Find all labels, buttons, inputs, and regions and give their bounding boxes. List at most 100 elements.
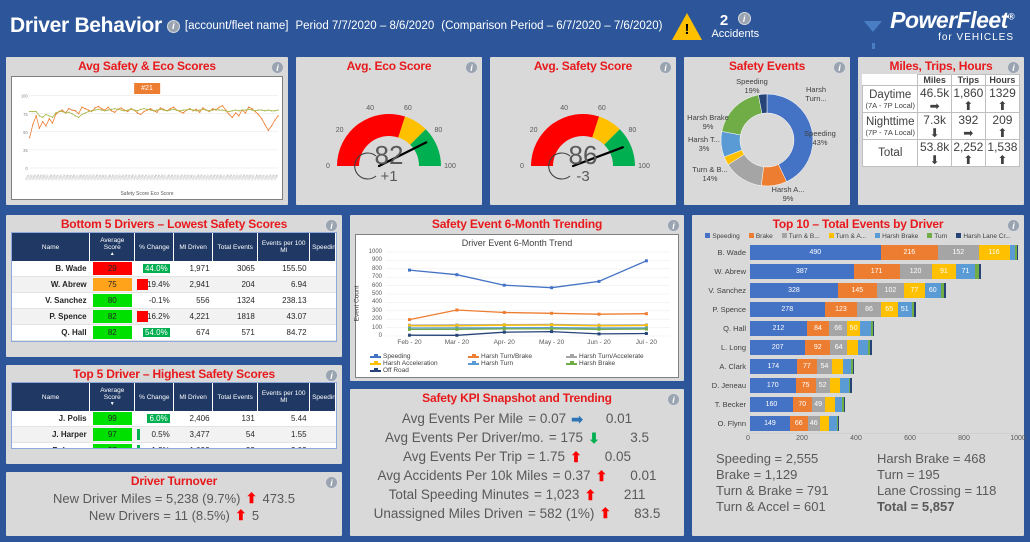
info-icon-title[interactable]: i (166, 19, 180, 33)
bar-segment (829, 378, 841, 393)
legend-item[interactable]: Turn & A... (828, 233, 866, 240)
svg-text:7/07: 7/07 (161, 174, 167, 182)
mth-row-label: Nighttime (7P - 7A Local) (861, 112, 919, 140)
col-header[interactable]: Speeding (309, 233, 336, 261)
legend-item[interactable]: Harsh Acceleration (370, 360, 468, 367)
legend-item[interactable]: Harsh Lane Cr... (956, 233, 1011, 240)
bar-segment: 120 (899, 264, 932, 279)
info-icon-events[interactable]: i (833, 61, 846, 74)
legend-item[interactable]: Harsh Turn/Brake (468, 353, 566, 360)
table-row[interactable]: B. Wade 29 44.0% 1,971 3065 155.50 (12, 261, 336, 277)
col-header[interactable]: Total Events (212, 233, 259, 261)
svg-text:75: 75 (23, 112, 28, 117)
driver-pct-change: 0.5% (134, 426, 174, 443)
legend-item[interactable]: Harsh Brake (566, 360, 664, 367)
svg-text:7/07: 7/07 (250, 174, 256, 182)
legend-item[interactable]: Speeding (705, 233, 740, 240)
mth-miles: 46.5k ➡ (917, 85, 952, 113)
svg-text:7/06: 7/06 (41, 174, 47, 182)
legend-item[interactable]: Speeding (370, 353, 468, 360)
info-icon-mth[interactable]: i (1007, 61, 1020, 74)
info-icon-turnover[interactable]: i (325, 476, 338, 489)
bar-segment (842, 397, 845, 412)
col-header[interactable]: Average Score ▼ (89, 383, 136, 411)
panel-title: Top 10 – Total Events by Driver (772, 217, 944, 231)
mth-hours: 209 ⬆ (984, 112, 1021, 140)
legend-label: Harsh Turn/Brake (481, 353, 532, 360)
bar-segment (819, 416, 830, 431)
col-header[interactable]: Name (12, 233, 91, 261)
svg-text:7/05: 7/05 (155, 174, 161, 182)
col-header[interactable]: Speeding (309, 383, 336, 411)
info-icon-bottom5[interactable]: i (325, 219, 338, 232)
donut-slice-label: Speeding 43% (804, 129, 836, 147)
table-row[interactable]: P. Spence 82 -16.2% 4,221 1818 43.07 (12, 308, 336, 325)
bar-segment: 171 (853, 264, 900, 279)
eco-gauge: 0 20 40 60 80 100 82 +1 (296, 74, 482, 202)
bar-row: P. Spence 278 123 86 65 51 (698, 300, 1018, 319)
table-row[interactable]: J. Harper 97 0.5% 3,477 54 1.55 (12, 426, 336, 443)
donut-slice-label: Harsh Turn... (805, 85, 827, 103)
bottom5-table-wrap: Name Average Score ▲% Change Ml Driven Total… (11, 232, 337, 342)
legend-item[interactable]: Harsh Brake (875, 233, 918, 240)
kpi-delta: 3.5 (630, 430, 649, 446)
col-header[interactable]: % Change (134, 383, 175, 411)
legend-item[interactable]: Harsh Turn (468, 360, 566, 367)
panel-safety-event-trending: Safety Event 6-Month Trending i Driver E… (348, 213, 686, 383)
svg-text:20: 20 (336, 127, 344, 134)
info-icon-safety[interactable]: i (659, 61, 672, 74)
funnel-icon[interactable] (864, 20, 883, 49)
info-icon-accidents[interactable]: i (737, 12, 751, 25)
driver-speeding (309, 261, 336, 277)
mth-hours: 1,538 ⬆ (984, 139, 1021, 167)
driver-name: Q. Hall (12, 324, 90, 341)
legend-item[interactable]: Turn (927, 233, 947, 240)
table-row[interactable]: W. Abrew 75 -19.4% 2,941 204 6.94 (12, 276, 336, 293)
panel-title: Miles, Trips, Hours (889, 59, 993, 73)
driver-score: 75 (89, 276, 135, 293)
trend-y-tick: 1000 (368, 249, 382, 255)
mth-col-header: Trips (950, 74, 986, 86)
legend-label: Harsh Acceleration (383, 360, 438, 367)
table-row[interactable]: V. Sanchez 80 -0.1% 556 1324 238.13 (12, 292, 336, 309)
svg-text:7/03: 7/03 (90, 174, 96, 182)
svg-text:40: 40 (560, 105, 568, 112)
info-icon-top5[interactable]: i (325, 369, 338, 382)
bar-segment: 123 (824, 302, 858, 317)
col-header[interactable]: % Change (134, 233, 175, 261)
kpi-trend-arrow-icon: ⬆ (599, 505, 612, 522)
table-row[interactable]: B. Logan 97 1.3% 1,092 33 3.02 (12, 442, 336, 448)
col-header[interactable]: Average Score ▲ (89, 233, 136, 261)
info-icon-top10[interactable]: i (1007, 219, 1020, 232)
col-header[interactable]: Events per 100 Ml (257, 383, 311, 411)
panel-bottom-5-drivers: Bottom 5 Drivers – Lowest Safety Scores … (4, 213, 344, 359)
col-header[interactable]: Ml Driven (173, 383, 214, 411)
col-header[interactable]: Total Events (212, 383, 259, 411)
bar-category-label: A. Clark (719, 362, 746, 371)
accidents-label: Accidents (711, 28, 760, 40)
info-icon-avg-scores[interactable]: i (271, 61, 284, 74)
info-icon-kpi[interactable]: i (667, 393, 680, 406)
col-header[interactable]: Ml Driven (173, 233, 214, 261)
bar-segment (1015, 245, 1017, 260)
col-header[interactable]: Name (12, 383, 91, 411)
bar-row: B. Wade 490 216 152 116 (698, 243, 1019, 262)
svg-text:7/07: 7/07 (103, 174, 109, 182)
svg-text:7/03: 7/03 (148, 174, 154, 182)
legend-item[interactable]: Harsh Turn/Accelerate (566, 353, 664, 360)
table-row[interactable]: J. Polis 99 6.0% 2,406 131 5.44 (12, 411, 336, 427)
info-icon-trend[interactable]: i (667, 219, 680, 232)
legend-item[interactable]: Brake (748, 233, 773, 240)
info-icon-eco[interactable]: i (465, 61, 478, 74)
kpi-value: = 1.75 (527, 449, 565, 465)
horizontal-scrollbar-bottom5[interactable]: ‹ › (12, 341, 336, 342)
table-row[interactable]: Q. Hall 82 54.0% 674 571 84.72 (12, 324, 336, 341)
col-header[interactable]: Events per 100 Ml (257, 233, 311, 261)
driver-speeding (309, 442, 336, 448)
legend-item[interactable]: Turn & B... (781, 233, 820, 240)
driver-score: 29 (89, 261, 135, 277)
kpi-delta: 0.01 (605, 411, 633, 427)
mth-trips: 1,860 ⬆ (950, 85, 986, 113)
svg-text:7/04: 7/04 (181, 174, 187, 182)
legend-item[interactable]: Off Road (370, 367, 468, 374)
